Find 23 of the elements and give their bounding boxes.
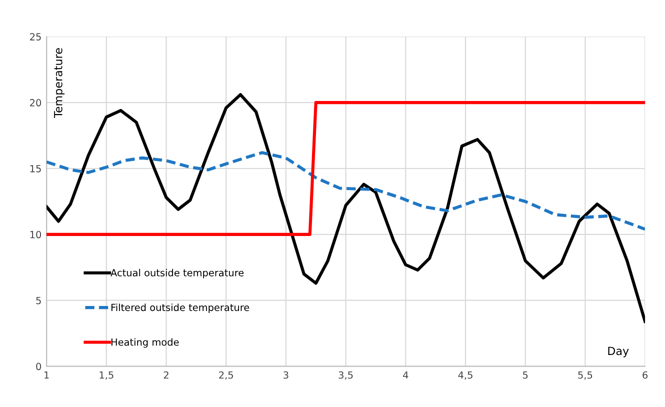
x-tick-label: 4 [403, 371, 408, 379]
x-tick-label: 3 [284, 371, 288, 379]
y-tick-label: 25 [30, 33, 41, 40]
x-tick-label: 1,5 [100, 371, 114, 380]
x-tick-label: 2 [164, 371, 168, 379]
y-tick-label: 15 [30, 165, 41, 172]
x-tick-label: 5,5 [578, 371, 592, 380]
x-tick-label: 2,5 [219, 371, 233, 380]
y-axis-title: Temperature [54, 48, 65, 118]
x-tick-label: 6 [642, 371, 648, 379]
y-tick-label: 5 [36, 296, 41, 304]
x-tick-label: 5 [523, 371, 528, 379]
legend-label: Actual outside temperature [110, 268, 244, 278]
x-tick-label: 3,5 [338, 371, 353, 380]
y-tick-label: 10 [30, 230, 42, 238]
x-tick-label: 4,5 [458, 371, 472, 380]
x-tick-label: 1 [44, 371, 49, 379]
line-series [46, 151, 646, 231]
y-tick-label: 20 [30, 99, 42, 106]
legend-label: Heating mode [111, 338, 179, 348]
legend-label: Filtered outside temperature [111, 304, 250, 313]
y-tick-label: 0 [36, 362, 42, 370]
x-axis-title: Day [608, 346, 629, 358]
